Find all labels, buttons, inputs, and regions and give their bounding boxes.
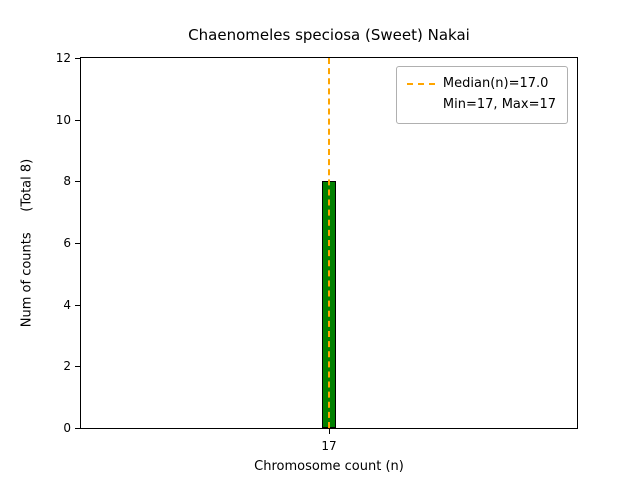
y-tick bbox=[75, 181, 80, 183]
y-tick-label: 2 bbox=[63, 359, 71, 374]
y-tick-label: 0 bbox=[63, 421, 71, 435]
y-tick-label: 12 bbox=[55, 51, 71, 65]
legend: Median(n)=17.0 Min=17, Max=17 bbox=[395, 66, 568, 124]
x-axis-label: Chromosome count (n) bbox=[254, 459, 404, 474]
legend-row-median: Median(n)=17.0 bbox=[406, 74, 556, 95]
y-tick bbox=[75, 366, 80, 368]
median-dashed-line-sample bbox=[406, 83, 435, 86]
chart-title: Chaenomeles speciosa (Sweet) Nakai bbox=[188, 26, 470, 44]
y-tick bbox=[75, 119, 80, 121]
y-tick-label: 4 bbox=[63, 297, 71, 312]
plot-area: Chaenomeles speciosa (Sweet) Nakai Chrom… bbox=[20, 26, 578, 474]
legend-label-median: Median(n)=17.0 bbox=[442, 76, 549, 91]
x-tick-label: 17 bbox=[321, 439, 337, 453]
median-line bbox=[328, 58, 330, 428]
legend-row-minmax: Min=17, Max=17 bbox=[407, 95, 556, 116]
y-tick-label: 8 bbox=[63, 174, 71, 189]
y-tick bbox=[75, 58, 80, 59]
legend-label-minmax: Min=17, Max=17 bbox=[442, 96, 556, 112]
y-tick-label: 6 bbox=[63, 236, 71, 250]
y-tick bbox=[75, 304, 80, 306]
y-tick-label: 10 bbox=[55, 112, 71, 127]
y-tick bbox=[75, 243, 80, 244]
y-tick bbox=[75, 428, 80, 429]
x-tick bbox=[329, 429, 330, 434]
